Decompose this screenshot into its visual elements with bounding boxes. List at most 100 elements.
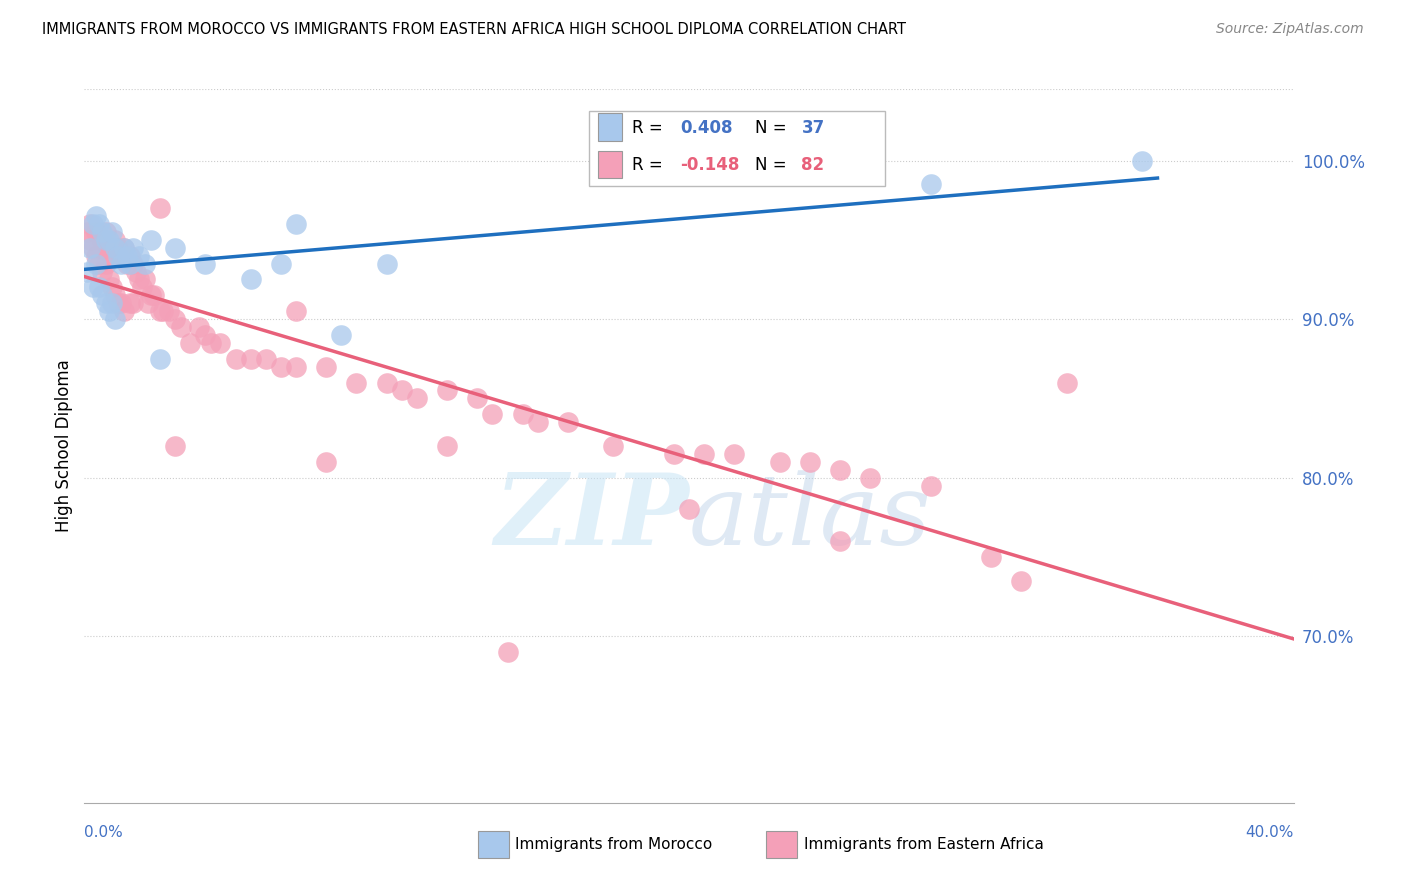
Point — [79, 233, 101, 247]
Point — [1011, 574, 1033, 588]
Point — [239, 272, 262, 286]
Point — [200, 335, 222, 350]
Point — [94, 225, 117, 239]
Point — [142, 288, 165, 302]
Point — [254, 351, 277, 366]
Point — [94, 233, 117, 247]
Point — [346, 376, 368, 390]
Point — [557, 415, 579, 429]
Point — [89, 241, 111, 255]
Point — [139, 288, 162, 302]
Point — [375, 257, 398, 271]
Point — [209, 335, 232, 350]
Point — [134, 272, 156, 286]
Text: atlas: atlas — [689, 470, 932, 565]
Point — [859, 471, 882, 485]
Point — [225, 351, 247, 366]
Text: 40.0%: 40.0% — [1246, 825, 1294, 840]
FancyBboxPatch shape — [589, 111, 884, 186]
Point — [678, 502, 700, 516]
Point — [97, 304, 120, 318]
Point — [82, 241, 104, 255]
Point — [89, 217, 111, 231]
Text: IMMIGRANTS FROM MOROCCO VS IMMIGRANTS FROM EASTERN AFRICA HIGH SCHOOL DIPLOMA CO: IMMIGRANTS FROM MOROCCO VS IMMIGRANTS FR… — [42, 22, 907, 37]
Point — [121, 257, 143, 271]
Point — [115, 249, 138, 263]
Bar — [599, 152, 623, 178]
Text: N =: N = — [755, 119, 793, 136]
Point — [107, 249, 129, 263]
Point — [391, 384, 413, 398]
Point — [170, 320, 193, 334]
Point — [115, 257, 138, 271]
Point — [157, 304, 180, 318]
Point — [920, 178, 942, 192]
Point — [496, 645, 519, 659]
Text: 37: 37 — [801, 119, 825, 136]
Point — [769, 455, 792, 469]
Text: Immigrants from Morocco: Immigrants from Morocco — [515, 838, 711, 852]
Point — [436, 384, 458, 398]
Point — [104, 312, 127, 326]
Point — [165, 312, 187, 326]
Point — [179, 335, 201, 350]
Point — [100, 225, 122, 239]
Point — [980, 549, 1002, 564]
Point — [830, 534, 852, 549]
Text: Source: ZipAtlas.com: Source: ZipAtlas.com — [1216, 22, 1364, 37]
Point — [91, 288, 114, 302]
Point — [693, 447, 716, 461]
Point — [118, 257, 141, 271]
Point — [110, 249, 132, 263]
Point — [406, 392, 429, 406]
Point — [285, 217, 308, 231]
Bar — [599, 113, 623, 141]
Point — [128, 249, 150, 263]
Point — [165, 241, 187, 255]
Point — [79, 217, 101, 231]
Point — [97, 241, 120, 255]
Point — [91, 264, 114, 278]
Point — [100, 280, 122, 294]
Point — [100, 296, 122, 310]
Point — [86, 257, 108, 271]
Point — [121, 296, 143, 310]
Point — [194, 328, 217, 343]
Point — [76, 225, 98, 239]
Point — [270, 359, 292, 374]
Point — [79, 241, 101, 255]
Point — [86, 209, 108, 223]
Point — [512, 407, 534, 421]
Text: 0.408: 0.408 — [681, 119, 733, 136]
Point — [152, 304, 174, 318]
Point — [136, 296, 159, 310]
Point — [1130, 153, 1153, 168]
Point — [94, 257, 117, 271]
Point — [107, 241, 129, 255]
Point — [112, 241, 135, 255]
Point — [134, 257, 156, 271]
Text: 0.0%: 0.0% — [84, 825, 124, 840]
Text: R =: R = — [633, 119, 668, 136]
Point — [100, 249, 122, 263]
Point — [723, 447, 745, 461]
Point — [76, 264, 98, 278]
Point — [118, 296, 141, 310]
Point — [139, 233, 162, 247]
Point — [602, 439, 624, 453]
Point — [165, 439, 187, 453]
Point — [830, 463, 852, 477]
Y-axis label: High School Diploma: High School Diploma — [55, 359, 73, 533]
Point — [121, 241, 143, 255]
Text: ZIP: ZIP — [494, 469, 689, 566]
Point — [82, 217, 104, 231]
Point — [467, 392, 489, 406]
Point — [125, 264, 148, 278]
Point — [128, 272, 150, 286]
Point — [375, 376, 398, 390]
Point — [330, 328, 353, 343]
Point — [1056, 376, 1078, 390]
Point — [104, 233, 127, 247]
Point — [112, 304, 135, 318]
Point — [110, 296, 132, 310]
